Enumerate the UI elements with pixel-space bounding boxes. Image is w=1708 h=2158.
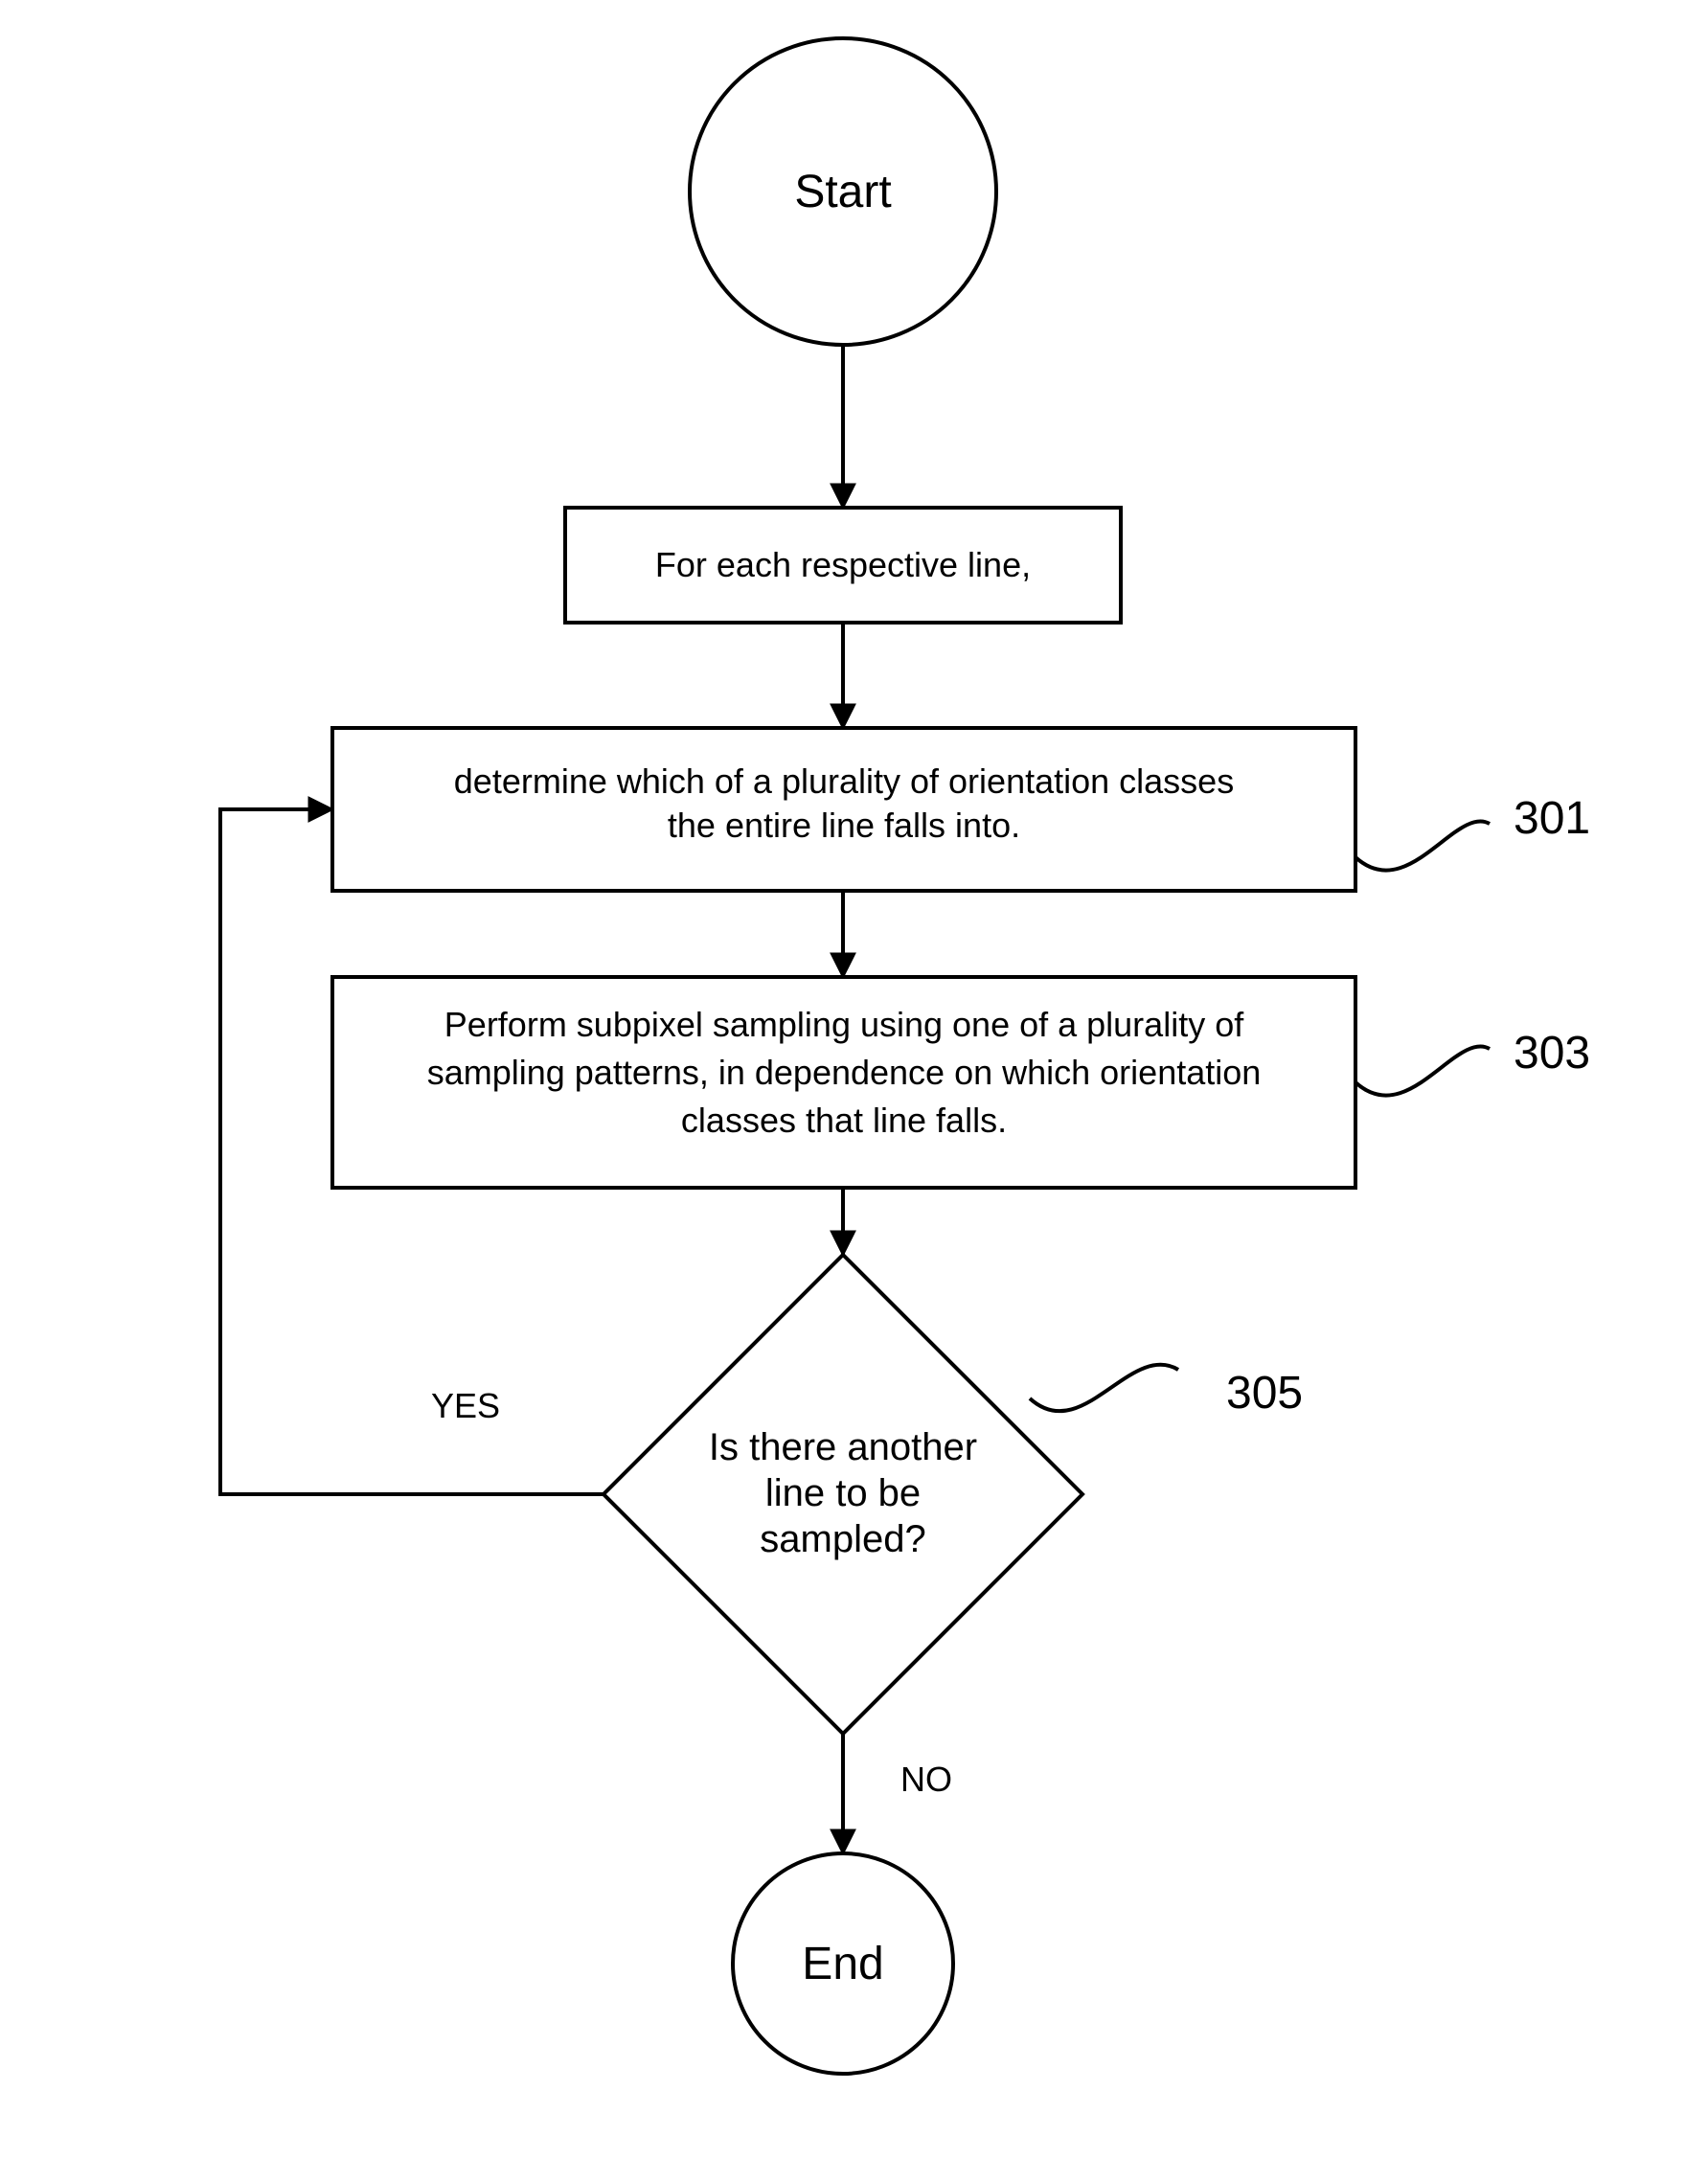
edge-label: YES [431,1386,500,1425]
node-start-label: Start [794,167,891,217]
callout-connector [1355,1046,1490,1095]
node-step-301-line: the entire line falls into. [668,806,1020,845]
node-step-303-line: Perform subpixel sampling using one of a… [444,1005,1244,1044]
callout-connector [1030,1365,1178,1412]
node-decision-305-line: line to be [765,1472,921,1514]
node-end-label: End [802,1939,883,1989]
node-foreach-label: For each respective line, [655,545,1031,584]
node-step-303-line: sampling patterns, in dependence on whic… [427,1053,1262,1092]
callout-connector [1355,821,1490,870]
node-decision-305-line: sampled? [760,1518,925,1560]
node-step-301-line: determine which of a plurality of orient… [454,761,1234,801]
node-decision-305-line: Is there another [709,1426,977,1468]
callout-303: 303 [1514,1028,1590,1079]
edge-label: NO [900,1760,952,1799]
callout-305: 305 [1226,1368,1303,1419]
callout-301: 301 [1514,793,1590,844]
node-step-303-line: classes that line falls. [681,1101,1007,1140]
